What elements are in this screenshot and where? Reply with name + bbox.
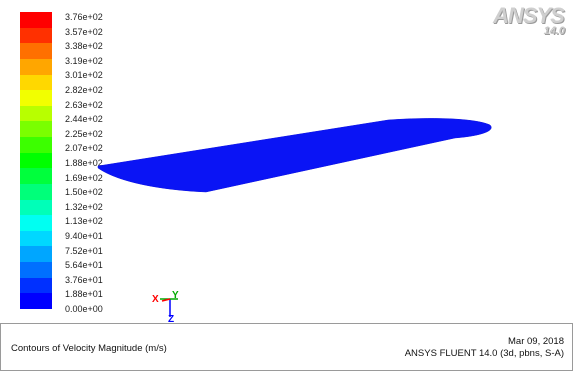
colorbar-tick-label: 1.32e+02 [65,201,103,212]
colorbar-tick-label: 3.76e+01 [65,274,103,285]
colorbar-tick-label: 3.38e+02 [65,41,103,52]
contour-title: Contours of Velocity Magnitude (m/s) [11,343,167,354]
colorbar-tick-label: 2.63e+02 [65,99,103,110]
colormap-tick-labels: 3.76e+02 3.57e+02 3.38e+02 3.19e+02 3.01e+02… [65,12,145,314]
colorbar-segment [20,246,52,263]
colorbar-segment [20,262,52,279]
caption-panel: Contours of Velocity Magnitude (m/s) Mar… [0,323,573,371]
colorbar-segment [20,121,52,138]
colorbar-segment [20,215,52,232]
colorbar-segment [20,43,52,60]
colorbar-tick-label: 2.44e+02 [65,114,103,125]
logo-version: 14.0 [543,25,565,37]
colorbar-segment [20,74,52,91]
colorbar-tick-label: 1.13e+02 [65,216,103,227]
colorbar-segment [20,105,52,122]
colorbar-tick-label: 1.88e+02 [65,158,103,168]
colorbar-tick-label: 1.88e+01 [65,289,103,300]
ansys-logo: ANSYS 14.0 [493,3,569,41]
colorbar-segment [20,293,52,310]
colormap-legend-bar [20,12,52,310]
colorbar-segment [20,90,52,107]
axis-y-label: Y [172,291,179,301]
colorbar-segment [20,152,52,169]
wing-surface [97,118,492,193]
colorbar-tick-label: 5.64e+01 [65,260,103,271]
colorbar-tick-label: 1.50e+02 [65,187,103,198]
colorbar-tick-label: 9.40e+01 [65,231,103,241]
axis-triad-icon: X Y Z [152,291,179,323]
colorbar-tick-label: 2.07e+02 [65,143,103,154]
colorbar-segment [20,58,52,76]
graphics-viewport[interactable]: 3.76e+02 3.57e+02 3.38e+02 3.19e+02 3.01e+02… [0,0,574,323]
colorbar-segment [20,27,52,44]
colorbar-tick-label: 1.69e+02 [65,172,103,183]
caption-date: Mar 09, 2018 [508,336,564,347]
colorbar-segment [20,168,52,185]
colorbar-tick-label: 2.82e+02 [65,85,103,95]
wing-contour-surface [97,118,492,193]
axis-x-label: X [152,294,159,305]
colorbar-tick-label: 0.00e+00 [65,304,103,314]
colorbar-tick-label: 3.76e+02 [65,12,103,22]
logo-brand: ANSYS [493,3,565,28]
colorbar-tick-label: 2.25e+02 [65,128,103,139]
colorbar-segment [20,183,52,201]
colorbar-segment [20,12,52,29]
colorbar-segment [20,277,52,294]
colorbar-segment [20,230,52,247]
colorbar-segment [20,199,52,216]
colorbar-segment [20,137,52,154]
colorbar-tick-label: 3.57e+02 [65,26,103,37]
caption-solver-info: ANSYS FLUENT 14.0 (3d, pbns, S-A) [404,348,564,359]
colorbar-tick-label: 3.19e+02 [65,55,103,66]
colorbar-tick-label: 3.01e+02 [65,70,103,81]
axis-z-label: Z [168,314,174,323]
colorbar-tick-label: 7.52e+01 [65,245,103,256]
